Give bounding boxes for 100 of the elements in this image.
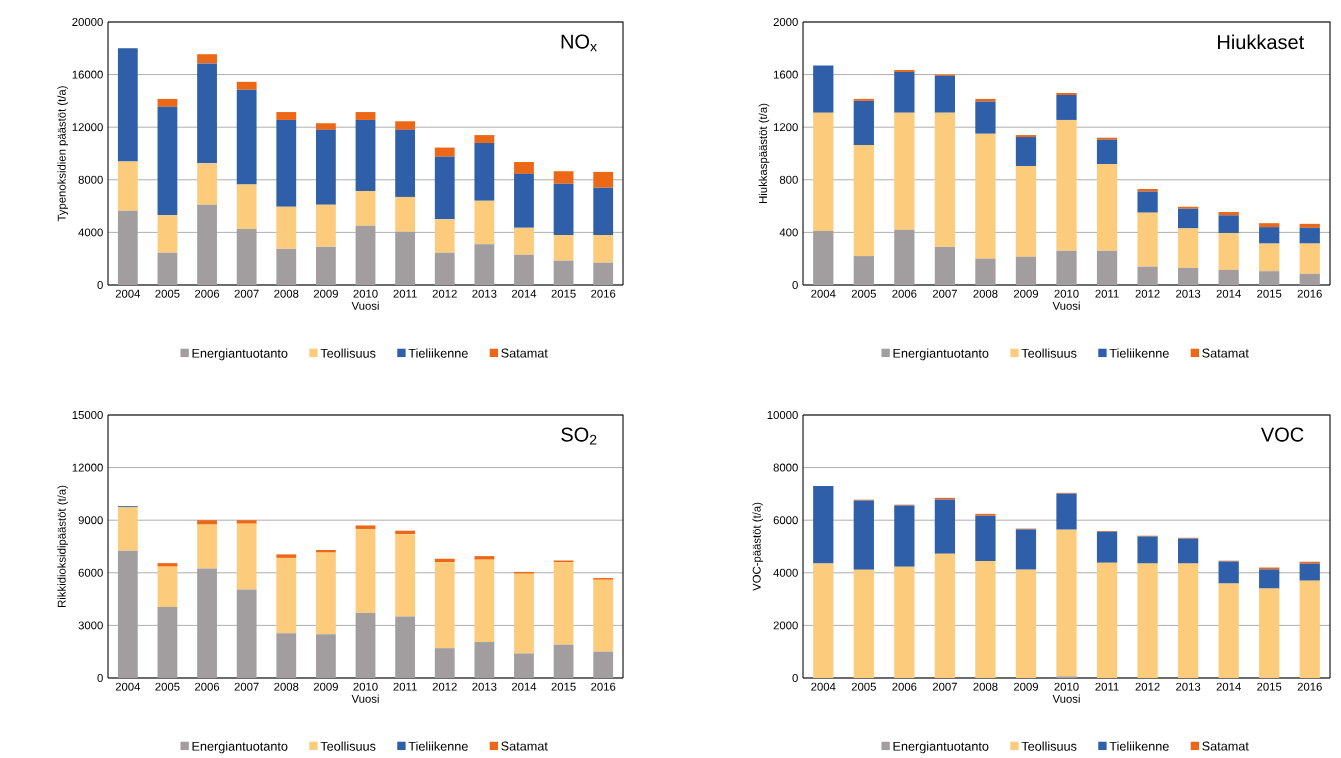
x-tick-label: 2015 [1257, 289, 1282, 298]
legend-label: Teollisuus [1021, 741, 1077, 751]
x-tick-label: 2006 [892, 682, 917, 691]
x-axis-title: Vuosi [1052, 301, 1080, 310]
y-tick-label: 8000 [78, 175, 103, 184]
x-tick-label: 2010 [1054, 682, 1079, 691]
x-tick-label: 2009 [313, 682, 338, 691]
x-tick-label: 2007 [234, 289, 259, 298]
legend-label: Tieliikenne [408, 741, 468, 751]
chart-title: Hiukkaset [1218, 34, 1305, 50]
legend-label: Satamat [1202, 741, 1249, 751]
y-tick-label: 0 [97, 673, 103, 682]
y-tick-label: 2000 [773, 18, 798, 27]
legend-label: Tieliikenne [1109, 348, 1169, 358]
legend-label: Energiantuotanto [893, 348, 989, 361]
legend-label: Teollisuus [320, 348, 376, 358]
x-tick-label: 2015 [1257, 682, 1282, 691]
legend-label: Satamat [501, 741, 548, 751]
x-tick-label: 2011 [1095, 682, 1119, 691]
y-axis-title: VOC-päästöt (t/a) [752, 502, 763, 591]
y-tick-label: 400 [779, 228, 798, 237]
x-tick-label: 2014 [511, 682, 537, 691]
y-tick-label: 6000 [78, 568, 103, 577]
x-tick-label: 2013 [472, 682, 497, 691]
x-tick-label: 2009 [313, 289, 338, 298]
text: NO$_{x}$ [561, 34, 597, 52]
chart-title: VOC [1260, 427, 1304, 442]
y-tick-label: 4000 [773, 568, 798, 577]
legend-label: Energiantuotanto [192, 348, 288, 361]
x-tick-label: 2016 [1297, 682, 1322, 691]
x-tick-label: 2010 [353, 682, 378, 691]
x-axis-title: Vuosi [351, 694, 379, 703]
x-tick-label: 2013 [1176, 682, 1201, 691]
x-tick-label: 2006 [195, 682, 220, 691]
x-tick-label: 2007 [932, 289, 957, 298]
y-axis-title: Rikkidioksidipäästöt (t/a) [57, 485, 68, 607]
x-tick-label: 2012 [1135, 682, 1160, 691]
x-tick-label: 2012 [432, 289, 457, 298]
x-tick-label: 2016 [591, 682, 616, 691]
y-tick-label: 20000 [72, 18, 103, 27]
x-tick-label: 2011 [393, 682, 417, 691]
x-tick-label: 2005 [851, 682, 876, 691]
y-tick-label: 0 [792, 673, 798, 682]
legend-label: Energiantuotanto [192, 741, 288, 754]
x-tick-label: 2015 [551, 682, 576, 691]
x-tick-label: 2012 [432, 682, 457, 691]
x-tick-label: 2014 [1216, 289, 1241, 298]
y-tick-label: 16000 [72, 70, 103, 79]
x-tick-label: 2006 [892, 289, 917, 298]
y-tick-label: 3000 [78, 621, 103, 630]
x-tick-label: 2005 [155, 682, 180, 691]
x-tick-label: 2016 [1297, 289, 1322, 298]
x-tick-label: 2013 [472, 289, 497, 298]
x-tick-label: 2010 [353, 289, 378, 298]
y-tick-label: 0 [792, 281, 798, 289]
y-tick-label: 15000 [72, 411, 103, 420]
y-axis-title: Typenoksidien päästöt (t/a) [57, 86, 68, 222]
x-tick-label: 2005 [155, 289, 180, 298]
y-tick-label: 4000 [78, 228, 103, 237]
x-tick-label: 2016 [591, 289, 616, 298]
y-tick-label: 1600 [773, 70, 798, 79]
x-tick-label: 2010 [1054, 289, 1079, 298]
x-tick-label: 2008 [274, 682, 299, 691]
text: SO$_{2}$ [561, 427, 597, 445]
y-tick-label: 9000 [78, 516, 103, 525]
x-tick-label: 2008 [274, 289, 299, 298]
x-tick-label: 2004 [811, 682, 836, 691]
x-tick-label: 2015 [551, 289, 576, 298]
x-tick-label: 2008 [973, 682, 998, 691]
x-tick-label: 2008 [973, 289, 998, 298]
legend-label: Teollisuus [320, 741, 376, 751]
x-axis-title: Vuosi [351, 301, 379, 310]
x-axis-title: Vuosi [1052, 694, 1080, 703]
x-tick-label: 2005 [851, 289, 876, 298]
x-tick-label: 2004 [115, 289, 141, 298]
x-tick-label: 2011 [1095, 289, 1119, 298]
x-tick-label: 2014 [511, 289, 537, 298]
legend-label: Satamat [1202, 348, 1249, 358]
x-tick-label: 2009 [1013, 682, 1039, 691]
legend-label: Tieliikenne [408, 348, 468, 358]
y-tick-label: 0 [97, 281, 103, 289]
legend-label: Tieliikenne [1109, 741, 1169, 751]
x-tick-label: 2014 [1216, 682, 1241, 691]
x-tick-label: 2013 [1176, 289, 1201, 298]
y-tick-label: 8000 [773, 463, 798, 472]
y-tick-label: 800 [779, 175, 798, 184]
x-tick-label: 2004 [115, 682, 141, 691]
x-tick-label: 2011 [393, 289, 417, 298]
legend-label: Teollisuus [1021, 348, 1077, 358]
x-tick-label: 2007 [234, 682, 259, 691]
x-tick-label: 2004 [811, 289, 836, 298]
legend-label: Energiantuotanto [893, 741, 989, 754]
y-axis-title: Hiukkaspäästöt (t/a) [758, 103, 770, 203]
y-tick-label: 1200 [773, 123, 798, 132]
y-tick-label: 12000 [72, 463, 103, 472]
x-tick-label: 2012 [1135, 289, 1160, 298]
y-tick-label: 2000 [773, 621, 798, 630]
x-tick-label: 2009 [1013, 289, 1039, 298]
x-tick-label: 2007 [932, 682, 957, 691]
legend-label: Satamat [501, 348, 548, 358]
